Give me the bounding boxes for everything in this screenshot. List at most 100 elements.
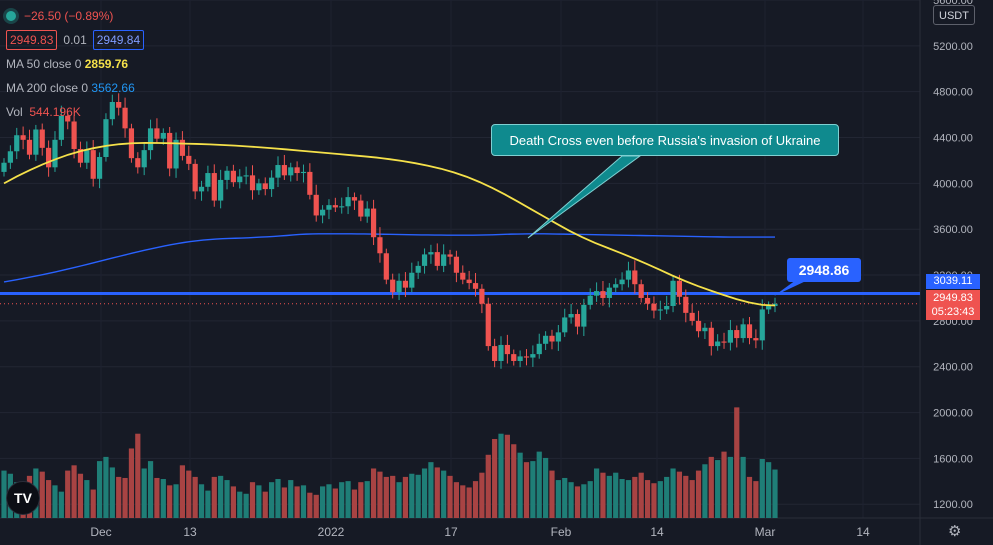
candle	[167, 126, 173, 177]
candle-body	[313, 194, 319, 216]
candle	[20, 126, 26, 150]
volume-bar	[198, 484, 205, 518]
volume-bar	[167, 485, 173, 518]
volume-bar	[39, 471, 45, 518]
candle	[549, 329, 555, 350]
volume-bar	[657, 481, 663, 518]
volume-bar	[141, 468, 147, 518]
candle-body	[20, 135, 26, 140]
volume-bar	[715, 460, 721, 518]
volume-bar	[96, 461, 103, 518]
volume-bar	[625, 480, 632, 518]
price-callout-label[interactable]: 2948.86	[787, 258, 861, 282]
candle	[109, 94, 115, 126]
candle-body	[377, 237, 383, 254]
volume-bar	[644, 480, 651, 518]
candle-body	[383, 253, 389, 280]
volume-bar	[492, 438, 498, 518]
volume-bar	[409, 473, 415, 518]
volume-bar	[319, 486, 326, 518]
candle-body	[237, 176, 243, 183]
y-tick-label: 1200.00	[933, 499, 973, 511]
candle-body	[708, 327, 714, 347]
volume-bar	[237, 491, 243, 518]
candle-body	[657, 309, 663, 311]
volume-bar	[116, 476, 122, 518]
candle	[307, 163, 313, 200]
y-tick-label: 5600.00	[933, 0, 973, 7]
candle-body	[466, 279, 472, 284]
candle-body	[447, 254, 453, 257]
candle	[237, 169, 243, 189]
volume-bar	[345, 481, 351, 518]
candle	[727, 319, 733, 351]
candle	[313, 184, 319, 222]
volume-bar	[568, 482, 574, 518]
candle	[721, 332, 727, 349]
ma50-label: MA 50 close 0	[6, 57, 82, 71]
candle-body	[326, 205, 332, 210]
candle-body	[218, 179, 224, 201]
candle	[453, 250, 460, 283]
volume-bar	[734, 407, 740, 518]
volume-bar	[154, 477, 160, 518]
candle-body	[7, 151, 13, 163]
death-cross-annotation[interactable]: Death Cross even before Russia's invasio…	[491, 124, 839, 156]
candle-body	[651, 303, 657, 311]
candle	[428, 244, 434, 264]
candle	[638, 279, 644, 303]
candle	[600, 281, 606, 306]
candle	[734, 325, 740, 348]
buy-price-button[interactable]: 2949.84	[92, 30, 145, 50]
bar-countdown: 05:23:43	[931, 306, 975, 318]
candle	[65, 111, 71, 130]
candle	[160, 128, 166, 145]
volume-bar	[523, 462, 530, 518]
volume-value: 544.196K	[29, 105, 81, 119]
volume-bar	[689, 480, 695, 518]
volume-bar	[281, 487, 287, 518]
candle	[396, 273, 402, 301]
candle	[466, 270, 472, 290]
candle-body	[211, 173, 217, 201]
tradingview-logo[interactable]: TV	[6, 481, 40, 515]
volume-bar	[511, 444, 517, 518]
candle	[77, 141, 84, 168]
candle	[606, 283, 612, 308]
candle	[504, 334, 510, 364]
volume-bar	[288, 480, 294, 518]
y-tick-label: 4800.00	[933, 87, 973, 99]
volume-bar	[351, 489, 358, 518]
candle-body	[453, 256, 460, 273]
candle-body	[555, 332, 561, 342]
candle	[689, 304, 695, 326]
volume-bar	[383, 476, 389, 518]
annotation-pointer	[527, 155, 642, 239]
candle	[33, 124, 39, 161]
volume-bar	[205, 490, 211, 518]
volume-bar	[600, 472, 606, 518]
volume-bar	[339, 482, 345, 518]
candle	[84, 141, 90, 169]
candle-body	[160, 132, 166, 139]
candle-body	[33, 129, 39, 155]
sell-price-button[interactable]: 2949.83	[6, 30, 58, 50]
candle-body	[186, 155, 192, 164]
candle-body	[262, 183, 268, 190]
candle	[587, 288, 593, 310]
candle-body	[441, 254, 447, 266]
candle	[364, 201, 370, 223]
volume-bar	[249, 482, 256, 518]
volume-bar	[313, 494, 319, 518]
candle-body	[498, 344, 504, 361]
candle	[460, 265, 466, 285]
y-tick-label: 4400.00	[933, 133, 973, 145]
volume-bar	[676, 471, 683, 518]
candle-body	[530, 354, 536, 358]
volume-bar	[84, 480, 90, 518]
candle-body	[1, 162, 7, 172]
volume-bar	[230, 486, 236, 518]
gear-icon[interactable]: ⚙	[948, 523, 962, 540]
currency-button[interactable]: USDT	[933, 5, 975, 25]
